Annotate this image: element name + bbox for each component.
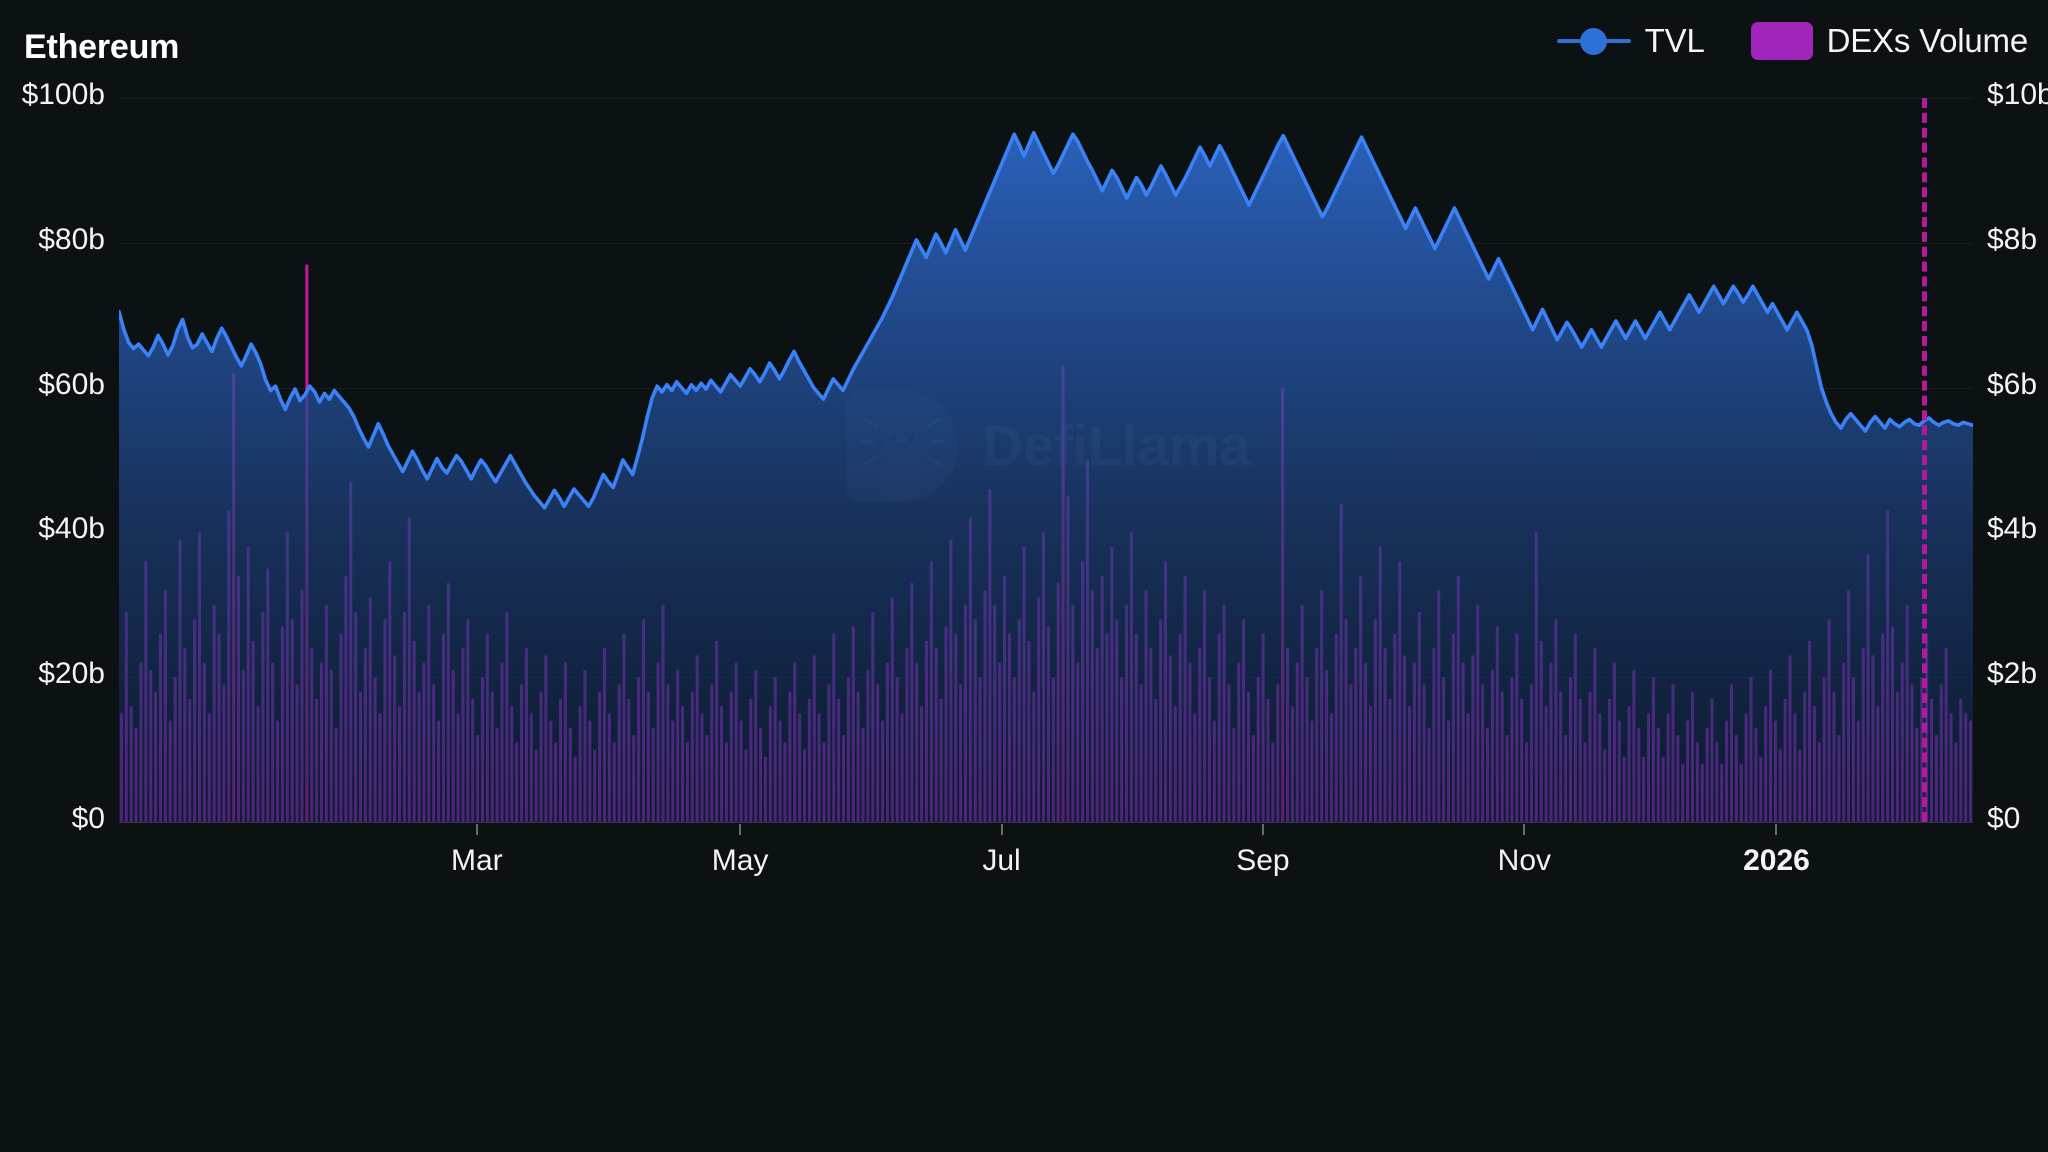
y-axis-left-tick-label: $40b xyxy=(38,512,105,546)
x-axis-tick-label: Sep xyxy=(1236,844,1290,877)
x-axis-tick-mark xyxy=(739,824,742,835)
chart-plot-area[interactable]: DefiLlama xyxy=(119,98,1973,823)
legend-label-tvl: TVL xyxy=(1644,22,1705,59)
x-axis-tick-mark xyxy=(1523,824,1526,835)
y-axis-right-tick-label: $0 xyxy=(1987,802,2021,835)
y-axis-left-tick-label: $0 xyxy=(71,802,105,835)
y-axis-right-tick-label: $8b xyxy=(1987,222,2038,256)
legend-item-tvl[interactable]: TVL xyxy=(1556,22,1705,60)
page-title: Ethereum xyxy=(24,28,180,66)
y-axis-left-tick-label: $100b xyxy=(21,78,105,111)
chart-legend: TVL DEXs Volume xyxy=(1556,22,2029,60)
x-axis-baseline xyxy=(119,821,1973,823)
latest-date-marker xyxy=(1922,98,1927,822)
x-axis-tick-label: May xyxy=(711,844,769,877)
x-axis-tick-label: Mar xyxy=(450,844,503,877)
tvl-dot-icon xyxy=(1579,28,1607,55)
y-axis-left-tick-label: $80b xyxy=(38,222,105,256)
legend-item-dexs-volume[interactable]: DEXs Volume xyxy=(1750,22,2029,60)
y-axis-right-tick-label: $2b xyxy=(1987,657,2038,691)
gridline xyxy=(119,98,1973,99)
chart-header: Ethereum TVL DEXs Volume xyxy=(0,0,2048,78)
legend-label-dexs-volume: DEXs Volume xyxy=(1826,22,2029,59)
tvl-area-line xyxy=(119,130,1973,822)
dexs-volume-swatch-icon xyxy=(1750,22,1813,60)
x-axis-tick-mark xyxy=(1000,824,1003,835)
y-axis-right-tick-label: $4b xyxy=(1987,512,2038,546)
x-axis-tick-label: 2026 xyxy=(1743,844,1810,877)
y-axis-left-tick-label: $20b xyxy=(38,657,105,691)
tvl-line-marker-icon xyxy=(1556,28,1631,55)
x-axis-tick-mark xyxy=(1775,824,1778,835)
x-axis-tick-mark xyxy=(1261,824,1264,835)
x-axis-tick-label: Jul xyxy=(982,844,1021,877)
y-axis-right-tick-label: $10b xyxy=(1987,78,2048,111)
y-axis-right-tick-label: $6b xyxy=(1987,367,2038,401)
y-axis-left-tick-label: $60b xyxy=(38,367,105,401)
x-axis-tick-mark xyxy=(475,824,478,835)
x-axis-tick-label: Nov xyxy=(1497,844,1552,877)
